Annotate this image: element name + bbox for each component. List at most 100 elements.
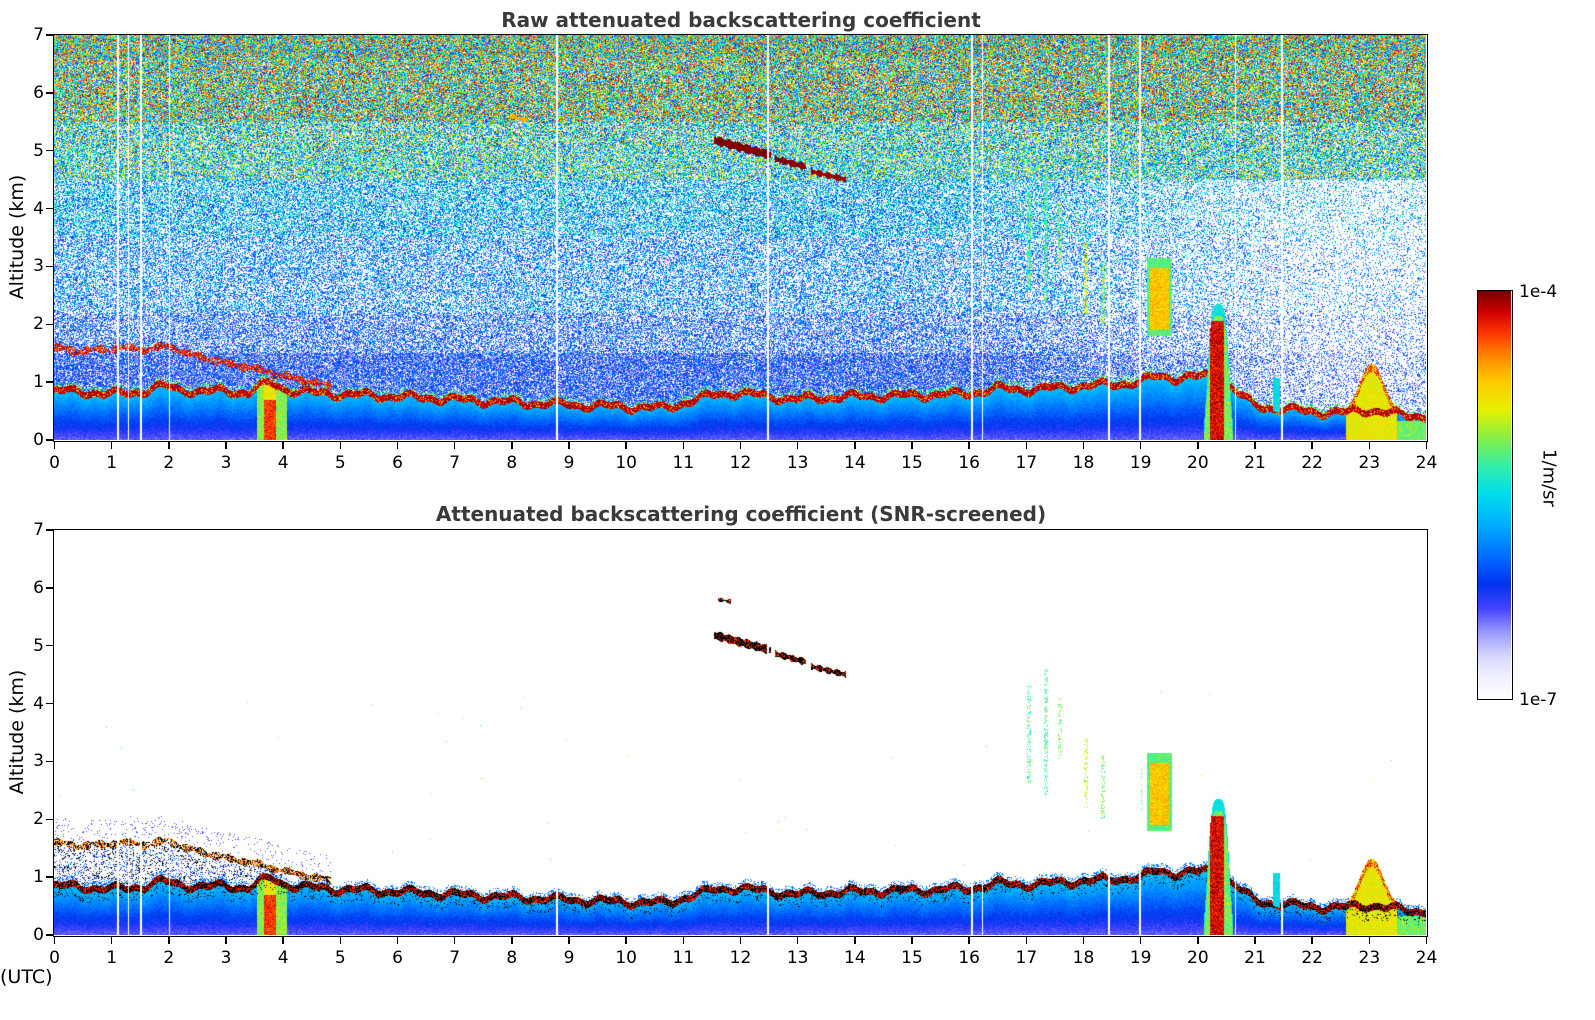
x-tick-mark xyxy=(1254,936,1256,944)
x-tick-mark xyxy=(854,936,856,944)
y-tick-mark xyxy=(46,760,53,763)
colorbar-units-label: 1/m/sr xyxy=(1538,449,1560,507)
x-tick-mark xyxy=(1311,441,1313,449)
y-tick-label: 2 xyxy=(33,314,44,335)
x-tick-label: 4 xyxy=(277,453,289,473)
x-tick-label: 16 xyxy=(958,948,980,968)
x-tick-label: 3 xyxy=(220,453,232,473)
x-tick-label: 1 xyxy=(106,948,118,968)
y-tick-label: 6 xyxy=(33,577,44,598)
raw-heatmap-plot xyxy=(53,33,1428,442)
y-tick-mark xyxy=(46,529,53,531)
x-tick-mark xyxy=(511,441,513,449)
y-tick-label: 7 xyxy=(33,25,44,45)
y-tick-label: 2 xyxy=(33,809,44,830)
y-tick-mark xyxy=(46,381,53,383)
x-tick-label: 20 xyxy=(1187,948,1209,968)
x-tick-mark xyxy=(796,936,799,944)
x-tick-label: 2 xyxy=(163,453,175,473)
colorbar xyxy=(1477,290,1513,700)
x-tick-mark xyxy=(453,936,456,944)
raw-heatmap-canvas xyxy=(54,34,1426,440)
x-tick-label: 19 xyxy=(1129,453,1152,473)
x-tick-label: 17 xyxy=(1015,453,1038,473)
x-tick-label: 24 xyxy=(1415,453,1438,473)
x-tick-label: 21 xyxy=(1244,453,1266,473)
colorbar-gradient xyxy=(1478,291,1511,698)
x-tick-label: 18 xyxy=(1072,948,1095,968)
x-tick-mark xyxy=(282,441,284,449)
x-tick-label: 15 xyxy=(901,948,923,968)
y-tick-label: 4 xyxy=(33,693,44,714)
x-tick-label: 12 xyxy=(729,948,752,968)
x-tick-label: 10 xyxy=(615,948,637,968)
x-tick-mark xyxy=(739,441,742,449)
x-tick-mark xyxy=(968,441,970,449)
x-tick-mark xyxy=(396,441,399,449)
x-tick-mark xyxy=(568,936,570,944)
screened-heatmap-plot xyxy=(53,528,1428,937)
x-tick-label: 11 xyxy=(672,948,695,968)
x-tick-mark xyxy=(1254,441,1256,449)
y-tick-label: 7 xyxy=(33,520,44,540)
x-tick-mark xyxy=(739,936,742,944)
x-tick-label: 12 xyxy=(729,453,752,473)
x-tick-label: 16 xyxy=(958,453,980,473)
x-tick-mark xyxy=(339,936,342,944)
x-tick-label: 2 xyxy=(163,948,175,968)
x-tick-mark xyxy=(511,936,513,944)
x-tick-mark xyxy=(110,936,113,944)
x-tick-mark xyxy=(1425,936,1428,944)
y-tick-mark xyxy=(46,934,53,936)
x-tick-label: 9 xyxy=(563,453,575,473)
x-tick-mark xyxy=(1425,441,1428,449)
y-tick-mark xyxy=(46,34,53,36)
x-tick-label: 7 xyxy=(449,453,461,473)
colorbar-min-label: 1e-7 xyxy=(1519,690,1558,710)
y-tick-mark xyxy=(46,644,53,647)
x-tick-label: 4 xyxy=(277,948,289,968)
screened-panel-title: Attenuated backscattering coefficient (S… xyxy=(435,502,1047,526)
colorbar-max-label: 1e-4 xyxy=(1519,282,1558,302)
x-tick-mark xyxy=(225,441,227,449)
x-tick-mark xyxy=(168,441,170,449)
x-tick-mark xyxy=(53,441,56,449)
x-tick-mark xyxy=(396,936,399,944)
x-tick-label: 17 xyxy=(1015,948,1038,968)
x-tick-mark xyxy=(568,441,570,449)
x-tick-mark xyxy=(854,441,856,449)
x-tick-label: 8 xyxy=(506,948,518,968)
x-tick-mark xyxy=(1025,936,1028,944)
x-tick-label: 5 xyxy=(334,453,346,473)
x-tick-mark xyxy=(1082,936,1085,944)
raw-panel-title: Raw attenuated backscattering coefficien… xyxy=(501,8,981,32)
x-tick-mark xyxy=(682,441,685,449)
x-tick-label: 22 xyxy=(1301,948,1323,968)
x-tick-mark xyxy=(1311,936,1313,944)
x-tick-mark xyxy=(1197,936,1199,944)
y-tick-label: 3 xyxy=(33,751,44,772)
x-tick-mark xyxy=(911,936,913,944)
x-tick-label: 10 xyxy=(615,453,637,473)
y-tick-label: 6 xyxy=(33,82,44,103)
y-tick-mark xyxy=(46,149,53,152)
y-tick-label: 5 xyxy=(33,635,44,656)
y-tick-label: 3 xyxy=(33,256,44,277)
x-tick-mark xyxy=(1368,441,1371,449)
x-tick-label: 8 xyxy=(506,453,518,473)
x-tick-mark xyxy=(225,936,227,944)
y-tick-mark xyxy=(46,439,53,441)
screened-heatmap-canvas xyxy=(54,529,1426,935)
x-tick-label: 18 xyxy=(1072,453,1095,473)
x-tick-label: 7 xyxy=(449,948,461,968)
raw-y-axis-label: Altitude (km) xyxy=(6,174,28,300)
x-tick-mark xyxy=(911,441,913,449)
x-tick-label: 23 xyxy=(1358,948,1381,968)
x-tick-label: 19 xyxy=(1129,948,1152,968)
y-tick-label: 0 xyxy=(33,430,44,450)
x-tick-mark xyxy=(110,441,113,449)
x-tick-mark xyxy=(1368,936,1371,944)
x-tick-label: 0 xyxy=(49,453,60,473)
x-tick-mark xyxy=(682,936,685,944)
